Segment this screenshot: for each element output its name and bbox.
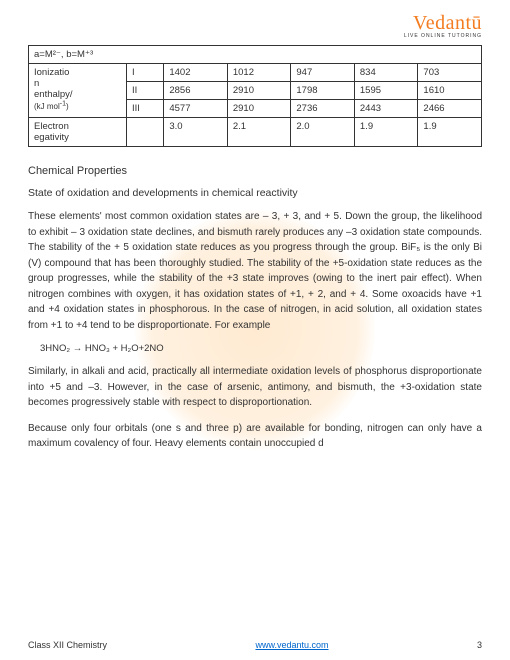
sub-title: State of oxidation and developments in c… — [28, 187, 482, 199]
cell: 2856 — [164, 82, 228, 100]
cell-empty — [126, 118, 163, 147]
paragraph-2: Similarly, in alkali and acid, practical… — [28, 364, 482, 411]
page-header: VVedantuedantū LIVE ONLINE TUTORING — [28, 12, 482, 39]
equation: 3HNO₂ → HNO₃ + H₂O+2NO — [40, 343, 482, 354]
cell: 2466 — [418, 100, 482, 118]
cell: 3.0 — [164, 118, 228, 147]
cell: 1012 — [227, 64, 291, 82]
cell: 1798 — [291, 82, 355, 100]
cell: 1.9 — [418, 118, 482, 147]
cell: 947 — [291, 64, 355, 82]
idx-III: III — [126, 100, 163, 118]
cell: 2.0 — [291, 118, 355, 147]
row-label-ionization: Ionizationenthalpy/(kJ mol-1) — [29, 64, 127, 118]
page-footer: Class XII Chemistry www.vedantu.com 3 — [28, 636, 482, 650]
cell: 1595 — [354, 82, 418, 100]
footer-left: Class XII Chemistry — [28, 640, 107, 650]
idx-I: I — [126, 64, 163, 82]
cell: 2443 — [354, 100, 418, 118]
footer-page: 3 — [477, 640, 482, 650]
cell: 1610 — [418, 82, 482, 100]
row-label-electroneg: Electronegativity — [29, 118, 127, 147]
data-table: a=M²⁻, b=M⁺³ Ionizationenthalpy/(kJ mol-… — [28, 45, 482, 147]
cell: 2736 — [291, 100, 355, 118]
vedantu-logo: VVedantuedantū — [28, 12, 482, 35]
table-note: a=M²⁻, b=M⁺³ — [29, 46, 482, 64]
paragraph-1: These elements' most common oxidation st… — [28, 209, 482, 333]
cell: 1.9 — [354, 118, 418, 147]
cell: 1402 — [164, 64, 228, 82]
footer-link[interactable]: www.vedantu.com — [255, 640, 328, 650]
idx-II: II — [126, 82, 163, 100]
section-title: Chemical Properties — [28, 165, 482, 177]
cell: 4577 — [164, 100, 228, 118]
paragraph-3: Because only four orbitals (one s and th… — [28, 421, 482, 452]
cell: 834 — [354, 64, 418, 82]
logo-tagline: LIVE ONLINE TUTORING — [28, 33, 482, 39]
cell: 2910 — [227, 100, 291, 118]
cell: 703 — [418, 64, 482, 82]
cell: 2910 — [227, 82, 291, 100]
cell: 2.1 — [227, 118, 291, 147]
